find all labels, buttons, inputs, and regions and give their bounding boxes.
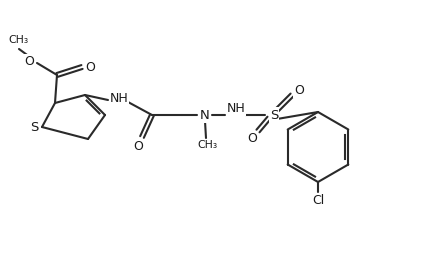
Text: NH: NH	[226, 101, 245, 114]
Text: NH: NH	[109, 91, 128, 104]
Text: O: O	[85, 60, 95, 73]
Text: Cl: Cl	[311, 195, 323, 207]
Text: S: S	[269, 108, 277, 121]
Text: O: O	[247, 131, 256, 144]
Text: O: O	[294, 83, 303, 96]
Text: CH₃: CH₃	[196, 140, 216, 150]
Text: N: N	[200, 108, 210, 121]
Text: O: O	[133, 139, 143, 152]
Text: O: O	[24, 55, 34, 68]
Text: S: S	[30, 121, 38, 134]
Text: CH₃: CH₃	[8, 35, 28, 45]
